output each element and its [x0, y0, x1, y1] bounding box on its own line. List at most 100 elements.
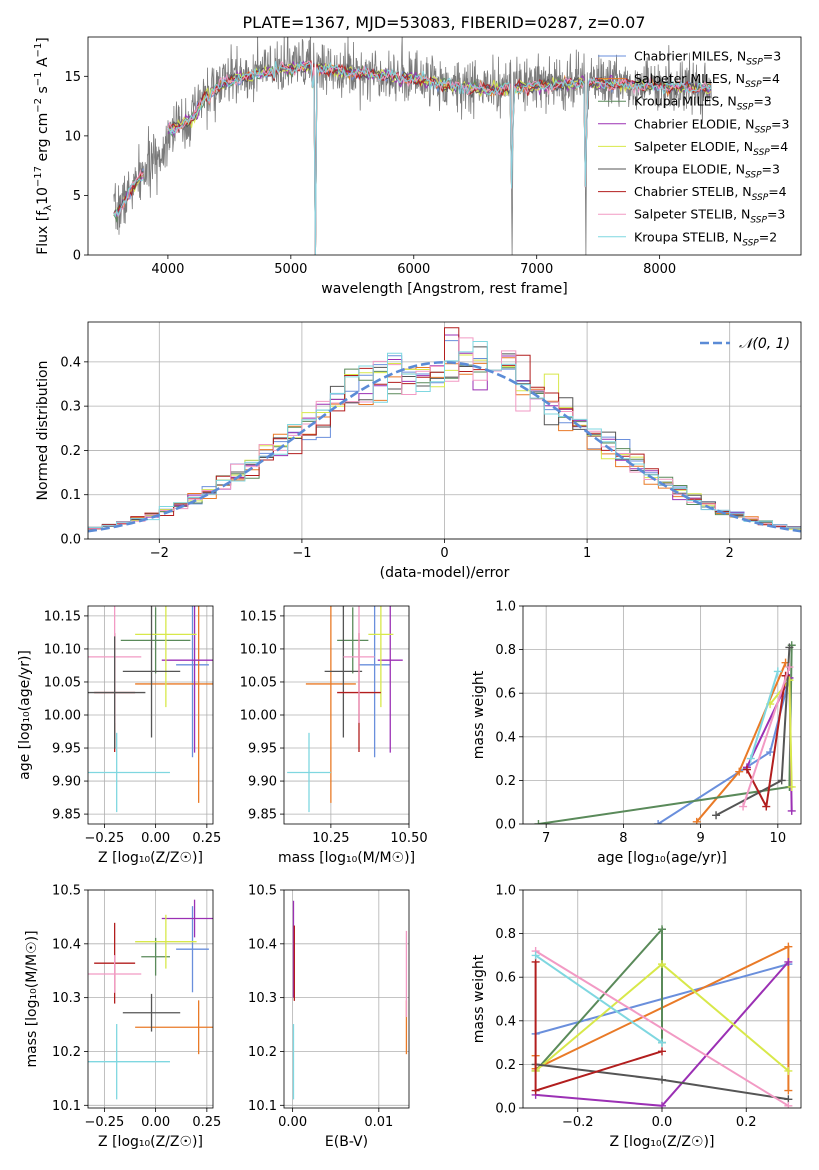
model-spectrum-9	[113, 178, 144, 218]
weight-marker	[692, 817, 701, 824]
weight-marker	[531, 951, 540, 960]
x-tick-label: −0.2	[562, 1115, 594, 1130]
x-axis-label: (data-model)/error	[380, 565, 510, 581]
y-tick-label: 15	[64, 70, 81, 85]
x-tick-label: 9	[696, 831, 704, 846]
plot-area	[534, 641, 796, 824]
chart-age-vs-mass: 10.25 10.50 9.85 9.90 9.95 10.00 10.05 10.10 10.…	[240, 605, 428, 866]
legend-entry: Kroupa STELIB, NSSP=2	[634, 229, 777, 248]
x-tick-label: −2	[150, 546, 169, 561]
y-tick-label: 0.4	[495, 730, 516, 745]
legend-entry: 𝒩(0, 1)	[739, 336, 790, 352]
y-tick-label: 0.6	[495, 971, 516, 986]
x-tick-label: 0.2	[736, 1115, 757, 1130]
y-tick-label: 1.0	[495, 600, 516, 615]
y-tick-label: 0.6	[495, 687, 516, 702]
legend-entry: Chabrier STELIB, NSSP=4	[634, 184, 787, 203]
y-tick-label: 9.85	[248, 808, 277, 823]
weight-marker	[658, 925, 666, 934]
x-tick-label: 6000	[397, 262, 430, 277]
y-tick-label: 0.8	[495, 643, 516, 658]
y-tick-label: 10.5	[52, 884, 81, 899]
x-tick-label: 4000	[151, 262, 184, 277]
weight-marker	[658, 1038, 666, 1047]
legend-entry: Chabrier ELODIE, NSSP=3	[634, 116, 789, 135]
legend-entry: Salpeter STELIB, NSSP=3	[634, 207, 785, 226]
y-tick-label: 0	[73, 249, 81, 264]
x-tick-label: 7	[542, 831, 550, 846]
x-tick-label: −1	[292, 546, 311, 561]
y-tick-label: 0.3	[60, 400, 81, 415]
plot-area	[88, 606, 213, 813]
x-tick-label: −0.25	[84, 831, 124, 846]
weight-line-3	[538, 645, 793, 824]
y-tick-label: 10.15	[44, 609, 81, 624]
x-axis-label: wavelength [Angstrom, rest frame]	[321, 281, 567, 297]
normal-curve	[88, 360, 801, 533]
weight-marker	[785, 663, 794, 672]
y-tick-label: 10.2	[248, 1045, 277, 1060]
y-tick-label: 0.1	[60, 488, 81, 503]
weight-marker	[658, 1075, 666, 1084]
weight-marker	[787, 782, 796, 791]
x-axis-label: age [log₁₀(age/yr)]	[597, 850, 727, 866]
y-tick-label: 10.00	[240, 709, 277, 724]
legend-entry: Kroupa MILES, NSSP=3	[634, 94, 772, 113]
x-tick-label: 0	[440, 546, 448, 561]
y-tick-label: 10.3	[52, 991, 81, 1006]
y-tick-label: 0.2	[495, 774, 516, 789]
legend-entry: Chabrier MILES, NSSP=3	[634, 49, 781, 68]
x-tick-label: −0.25	[84, 1115, 124, 1130]
chart-weight-vs-age: 7 8 9 10 0.0 0.2 0.4 0.6 0.8 1.0 age [log₁₀(age/yr…	[471, 600, 802, 866]
y-tick-label: 10.00	[44, 709, 81, 724]
x-tick-label: 0.00	[141, 1115, 170, 1130]
y-tick-label: 0.0	[495, 818, 516, 833]
y-tick-label: 10.15	[240, 609, 277, 624]
x-tick-label: 0.25	[192, 831, 221, 846]
weight-marker	[777, 776, 786, 785]
plot-area	[88, 899, 213, 1100]
x-tick-label: 8000	[643, 262, 676, 277]
plot-area	[292, 900, 408, 1100]
weight-marker	[531, 1086, 540, 1095]
weight-marker	[739, 802, 748, 811]
axes-frame	[87, 321, 802, 540]
x-tick-label: 7000	[520, 262, 553, 277]
y-tick-label: 10	[64, 129, 81, 144]
x-axis-label: mass [log₁₀(M/M☉)]	[278, 850, 415, 866]
x-tick-label: 0.0	[652, 1115, 673, 1130]
gridlines	[284, 889, 409, 1108]
y-tick-label: 0.0	[60, 533, 81, 548]
y-tick-label: 0.4	[495, 1014, 516, 1029]
y-tick-label: 10.2	[52, 1045, 81, 1060]
weight-marker	[784, 957, 793, 966]
weight-marker	[762, 802, 771, 811]
plot-area	[287, 606, 403, 813]
y-axis-label: mass weight	[471, 670, 487, 759]
weight-marker	[784, 1086, 793, 1095]
y-tick-label: 0.4	[60, 355, 81, 370]
y-axis-label: mass [log₁₀(M/M☉)]	[24, 930, 40, 1067]
y-tick-label: 10.1	[248, 1099, 277, 1114]
y-tick-label: 0.8	[495, 927, 516, 942]
weight-marker	[773, 667, 782, 676]
y-tick-label: 10.05	[44, 675, 81, 690]
weight-marker	[735, 767, 744, 776]
y-tick-label: 0.0	[495, 1102, 516, 1117]
legend-entry: Salpeter ELODIE, NSSP=4	[634, 139, 788, 158]
axes-frame	[87, 36, 802, 256]
axes-frame	[522, 605, 802, 825]
model-spectrum-9	[167, 60, 712, 255]
y-tick-label: 10.5	[248, 884, 277, 899]
weight-marker	[534, 820, 543, 824]
x-axis-label: Z [log₁₀(Z/Z☉)]	[610, 1134, 715, 1150]
y-tick-label: 0.2	[60, 444, 81, 459]
y-tick-label: 9.90	[52, 775, 81, 790]
weight-marker	[766, 748, 775, 757]
weight-marker	[712, 811, 721, 820]
y-tick-label: 5	[73, 189, 81, 204]
x-tick-label: 1	[583, 546, 591, 561]
y-tick-label: 10.3	[248, 991, 277, 1006]
x-tick-label: 0.01	[364, 1115, 393, 1130]
